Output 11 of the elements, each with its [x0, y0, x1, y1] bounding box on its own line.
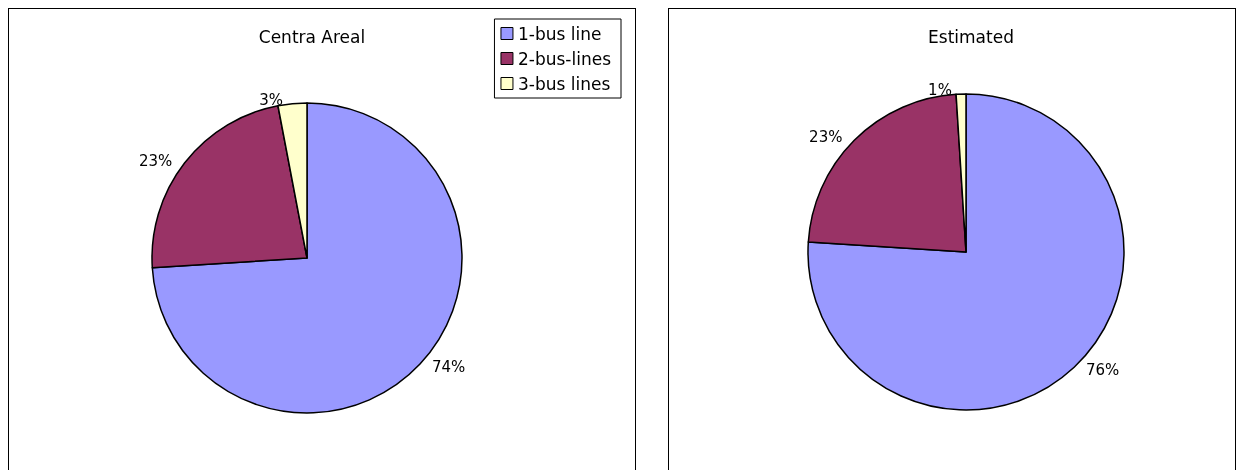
chart-title: Estimated	[928, 26, 1014, 47]
data-label: 1%	[928, 81, 952, 100]
data-label: 76%	[1085, 361, 1120, 380]
data-label: 74%	[431, 357, 466, 376]
text: Centra Areal	[258, 26, 366, 47]
data-label: 3%	[259, 90, 284, 109]
data-label: 23%	[139, 151, 173, 170]
legend-label: 1-bus line	[517, 23, 602, 44]
legend-label: 3-bus lines	[517, 73, 611, 94]
legend-label: 2-bus-lines	[517, 48, 612, 69]
data-label: 23%	[809, 128, 843, 147]
